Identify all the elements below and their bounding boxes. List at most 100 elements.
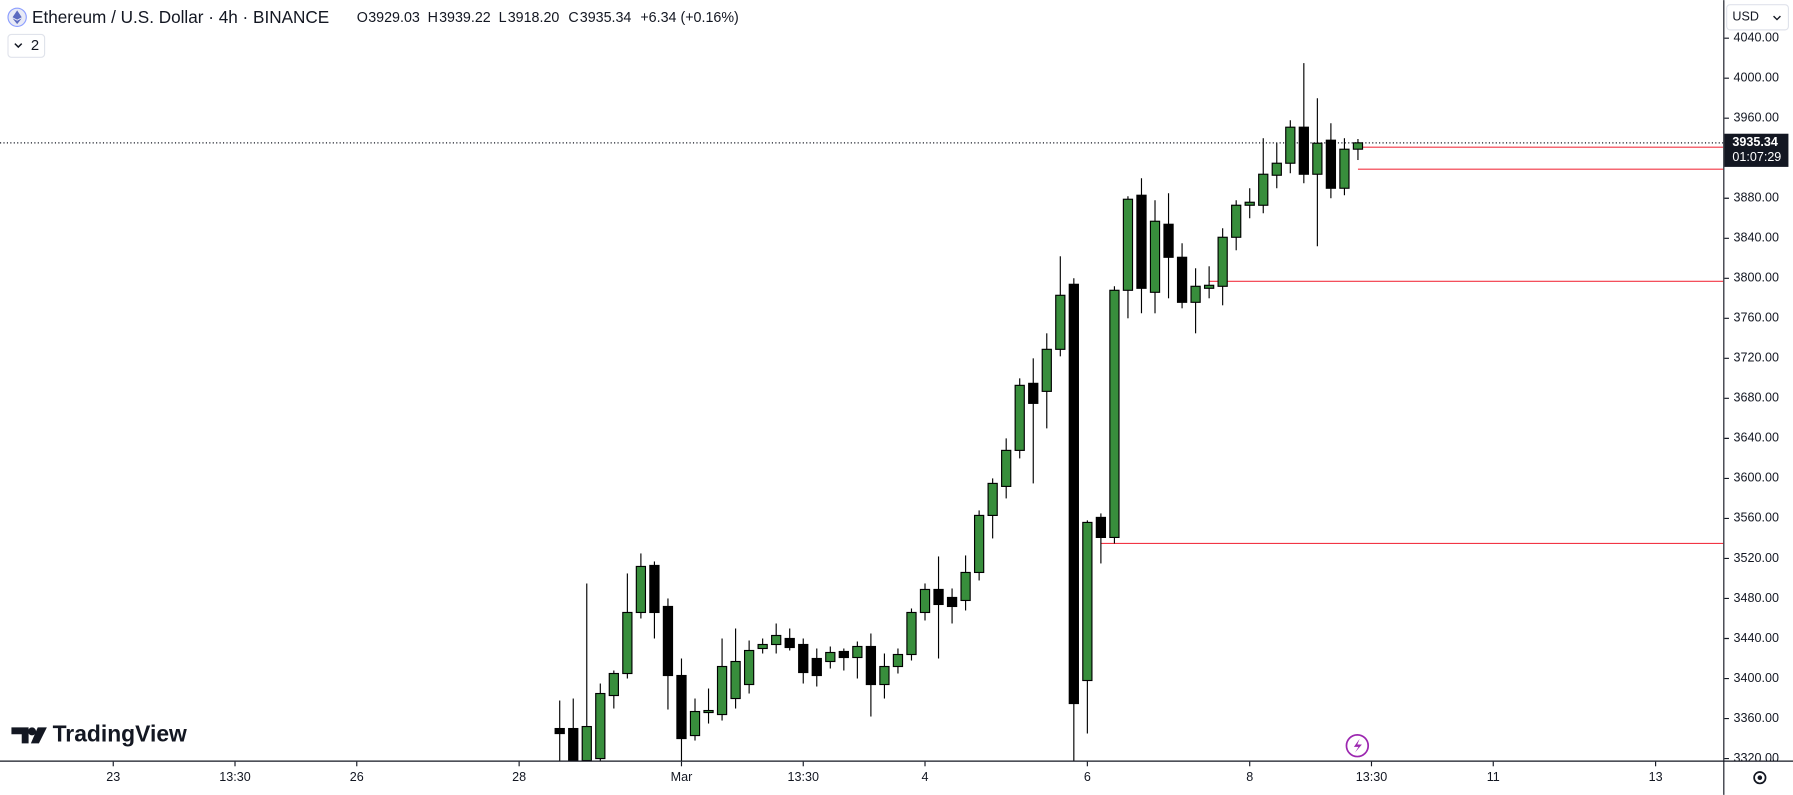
candle-body — [1244, 201, 1255, 206]
candle-body — [1312, 142, 1323, 175]
ohlc-value: 3935.34 — [580, 10, 632, 26]
candle-body — [1109, 289, 1120, 539]
y-tick-label: 3600.00 — [1734, 471, 1779, 485]
y-tick-label: 3680.00 — [1734, 391, 1779, 405]
x-tick-label: 13:30 — [219, 770, 250, 784]
candle-body — [933, 588, 944, 606]
candle-body — [1285, 126, 1296, 164]
currency-button[interactable] — [1726, 4, 1789, 31]
indicator-count: 2 — [31, 38, 39, 54]
y-tick-label: 3720.00 — [1734, 351, 1779, 365]
y-tick-label: 3880.00 — [1734, 191, 1779, 205]
x-tick-label: 6 — [1084, 770, 1091, 784]
candle-body — [1258, 173, 1269, 206]
y-tick-label: 3320.00 — [1734, 751, 1779, 765]
candle-body — [919, 588, 931, 614]
candle-body — [865, 645, 877, 686]
x-tick-label: 23 — [106, 770, 120, 784]
candle-body — [1149, 220, 1161, 293]
currency: USD — [1732, 10, 1759, 24]
x-tick-label: 13:30 — [1356, 770, 1387, 784]
candle-body — [1176, 256, 1188, 303]
candle-body — [1325, 139, 1337, 189]
x-tick-label: 13 — [1649, 770, 1663, 784]
candle-body — [960, 571, 971, 602]
price-tag-value: 3935.34 — [1732, 135, 1777, 149]
ohlc-label: H — [428, 10, 438, 26]
candle-body — [581, 725, 592, 761]
candle-body — [811, 657, 822, 677]
candle-body — [879, 665, 890, 686]
candle-body — [1163, 223, 1174, 258]
candle-body — [730, 660, 741, 700]
candle-body — [838, 650, 849, 659]
price-tag-box — [1724, 133, 1789, 167]
candle-body — [852, 645, 863, 659]
candle-body — [649, 564, 660, 614]
y-tick-label: 3520.00 — [1734, 551, 1779, 565]
candle-body — [622, 611, 633, 675]
ohlc-label: L — [499, 10, 507, 26]
y-tick-label: 3800.00 — [1734, 271, 1779, 285]
candle-body — [1352, 142, 1364, 150]
y-tick-label: 3480.00 — [1734, 591, 1779, 605]
candle-body — [1041, 348, 1052, 392]
header: Ethereum / U.S. Dollar · 4h · BINANCE O … — [7, 7, 739, 58]
logo: TradingView — [11, 720, 187, 746]
candle-body — [757, 643, 768, 650]
candle-body — [946, 596, 958, 608]
candle-body — [798, 643, 809, 674]
y-tick-label: 3440.00 — [1734, 631, 1779, 645]
x-tick-label: 4 — [922, 770, 929, 784]
chevron — [1773, 15, 1781, 21]
candle-body — [568, 727, 579, 761]
candle-body — [703, 709, 714, 714]
y-tick-label: 3760.00 — [1734, 311, 1779, 325]
y-tick-label: 3960.00 — [1734, 111, 1779, 125]
candle-body — [1001, 449, 1012, 487]
candle-body — [973, 514, 985, 574]
candle-body — [554, 727, 565, 735]
x-tick-label: 28 — [512, 770, 526, 784]
y-tick-label: 4000.00 — [1734, 71, 1779, 85]
candle-body — [1203, 284, 1215, 289]
ohlc-value: 3929.03 — [368, 10, 420, 26]
candle-body — [906, 611, 917, 656]
candle-body — [716, 665, 728, 716]
settings-icon[interactable] — [1753, 771, 1767, 785]
candle-body — [1095, 516, 1107, 539]
y-tick-label: 3360.00 — [1734, 711, 1779, 725]
candle-body — [689, 710, 701, 737]
ohlc-value: 3918.20 — [508, 10, 560, 26]
x-tick-label: 26 — [350, 770, 364, 784]
x-tick-label: 11 — [1487, 770, 1500, 784]
plot-area — [0, 63, 1724, 761]
candle-body — [892, 653, 904, 668]
y-tick-label: 3840.00 — [1734, 231, 1779, 245]
price-tag-countdown: 01:07:29 — [1732, 150, 1781, 164]
x-tick-label: 13:30 — [788, 770, 819, 784]
candle-body — [635, 565, 647, 614]
ohlc-value: 3939.22 — [439, 10, 491, 26]
x-tick-label: Mar — [671, 770, 693, 784]
candle-body — [1190, 285, 1201, 303]
candle-body — [1136, 194, 1147, 289]
candle-body — [1339, 148, 1350, 189]
candle-body — [662, 605, 674, 677]
y-tick-label: 3640.00 — [1734, 431, 1779, 445]
indicators-toggle[interactable] — [7, 33, 46, 58]
chevron — [14, 43, 23, 49]
candle-body — [1298, 126, 1309, 175]
candle-body — [825, 651, 836, 663]
symbol-title[interactable]: Ethereum / U.S. Dollar · 4h · BINANCE — [32, 7, 329, 27]
candle-body — [784, 637, 795, 649]
logo-mark — [11, 727, 47, 744]
settings-icon-dot — [1757, 775, 1763, 780]
y-tick-label: 3400.00 — [1734, 671, 1779, 685]
y-tick-label: 4040.00 — [1734, 30, 1779, 44]
candle-body — [1082, 521, 1093, 682]
x-tick-label: 8 — [1246, 770, 1253, 784]
